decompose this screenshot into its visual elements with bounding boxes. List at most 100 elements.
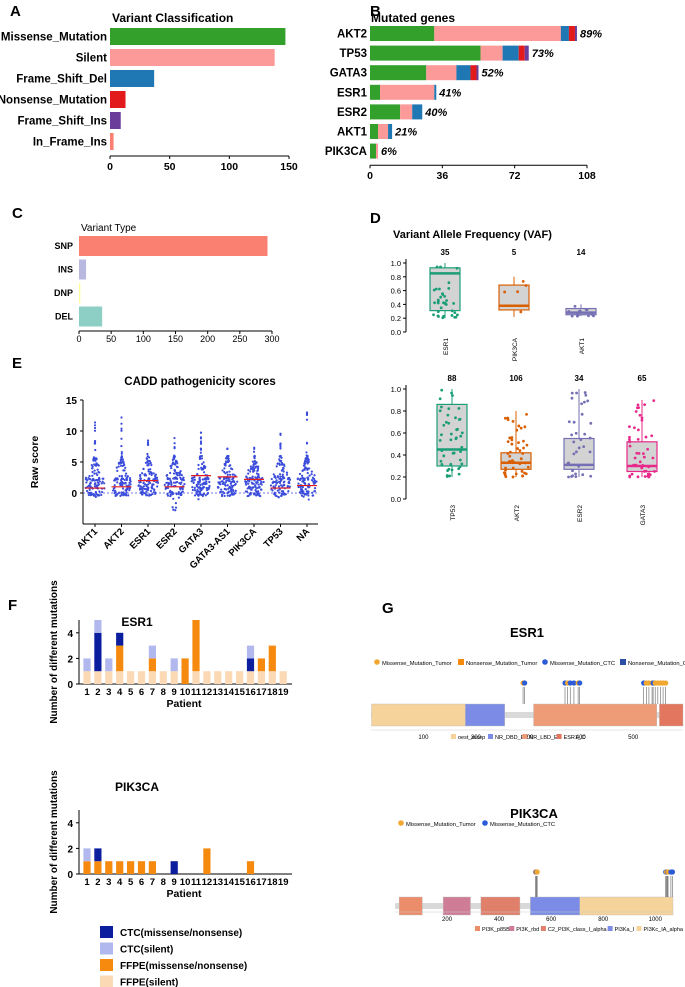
protein-domain bbox=[371, 703, 466, 727]
score-point bbox=[93, 421, 97, 424]
x-tick-label: 19 bbox=[278, 877, 289, 888]
score-point bbox=[275, 465, 278, 468]
score-point bbox=[278, 473, 282, 476]
score-point bbox=[120, 452, 123, 455]
score-point bbox=[279, 447, 282, 450]
group-label: AKT2 bbox=[514, 505, 521, 522]
score-point bbox=[176, 477, 179, 481]
score-point bbox=[180, 481, 183, 484]
x-tick-label: NA bbox=[295, 526, 313, 544]
data-point bbox=[446, 413, 450, 417]
bar bbox=[110, 91, 126, 108]
score-point bbox=[168, 491, 171, 494]
data-point bbox=[634, 410, 638, 413]
x-tick-label: TP53 bbox=[262, 526, 286, 550]
legend-marker bbox=[542, 659, 548, 665]
x-tick-label: 11 bbox=[191, 877, 202, 888]
data-point bbox=[642, 470, 646, 473]
score-point bbox=[285, 471, 289, 474]
domain-legend-label: ESR1_C bbox=[564, 735, 585, 741]
score-point bbox=[193, 489, 197, 492]
data-point bbox=[577, 464, 581, 468]
score-point bbox=[149, 493, 152, 497]
score-point bbox=[286, 478, 290, 481]
stacked-bar-segment bbox=[370, 124, 379, 139]
score-point bbox=[91, 470, 94, 474]
data-point bbox=[436, 310, 440, 314]
score-point bbox=[115, 493, 118, 496]
data-point bbox=[432, 288, 436, 292]
protein-domain bbox=[442, 896, 471, 916]
score-point bbox=[127, 494, 130, 497]
score-point bbox=[153, 488, 156, 491]
data-point bbox=[506, 418, 510, 422]
x-tick-label: 200 bbox=[200, 334, 215, 344]
data-point bbox=[503, 473, 507, 477]
score-point bbox=[121, 477, 125, 481]
score-point bbox=[128, 478, 132, 481]
score-point bbox=[306, 471, 309, 475]
percent-label: 41% bbox=[438, 87, 461, 99]
score-point bbox=[197, 467, 200, 470]
stacked-bar-segment bbox=[456, 65, 471, 81]
score-point bbox=[226, 477, 229, 480]
score-point bbox=[273, 492, 277, 496]
x-axis-label: Patient bbox=[166, 698, 202, 710]
lollipop-head bbox=[663, 680, 669, 686]
score-point bbox=[246, 494, 249, 498]
data-point bbox=[574, 472, 577, 476]
score-point bbox=[305, 412, 309, 415]
data-point bbox=[572, 440, 576, 444]
score-point bbox=[122, 461, 125, 465]
data-point bbox=[636, 428, 640, 432]
score-point bbox=[180, 486, 184, 490]
data-point bbox=[567, 420, 571, 424]
domain-legend-label: PI3K_rbd bbox=[516, 927, 539, 933]
score-point bbox=[146, 441, 150, 444]
panel-label-f: F bbox=[8, 597, 17, 614]
gene-label: TP53 bbox=[340, 48, 368, 60]
score-point bbox=[249, 467, 253, 471]
y-tick-label: 0.2 bbox=[391, 314, 401, 323]
score-point bbox=[172, 497, 175, 500]
data-point bbox=[648, 473, 652, 477]
score-point bbox=[203, 482, 207, 486]
score-point bbox=[299, 477, 302, 481]
x-tick-label: 13 bbox=[213, 877, 224, 888]
data-point bbox=[636, 475, 640, 479]
score-point bbox=[303, 467, 306, 470]
score-point bbox=[301, 469, 304, 472]
domain-legend-label: NR_DBD_ER bbox=[495, 735, 528, 741]
x-tick-label: 400 bbox=[576, 735, 587, 741]
stacked-bar-segment bbox=[257, 671, 265, 684]
data-point bbox=[588, 436, 592, 440]
data-point bbox=[508, 454, 512, 458]
stacked-bar-segment bbox=[83, 861, 91, 874]
score-point bbox=[207, 478, 210, 481]
score-point bbox=[144, 492, 147, 495]
score-point bbox=[252, 482, 255, 485]
stacked-bar-segment bbox=[426, 65, 457, 81]
score-point bbox=[305, 441, 309, 444]
score-point bbox=[85, 489, 89, 493]
y-tick-label: 0.4 bbox=[391, 451, 401, 460]
data-point bbox=[441, 292, 444, 296]
x-tick-label: 12 bbox=[202, 687, 213, 698]
score-point bbox=[120, 427, 123, 430]
x-tick-label: 6 bbox=[139, 687, 144, 698]
score-point bbox=[270, 477, 273, 481]
score-point bbox=[113, 479, 116, 482]
score-point bbox=[279, 442, 282, 445]
stacked-bar-segment bbox=[116, 861, 124, 874]
x-tick-label: 250 bbox=[232, 334, 247, 344]
score-point bbox=[125, 472, 128, 475]
data-point bbox=[524, 284, 528, 287]
x-tick-label: 3 bbox=[106, 687, 111, 698]
data-point bbox=[434, 287, 438, 291]
score-point bbox=[146, 455, 149, 458]
score-point bbox=[118, 491, 121, 494]
score-point bbox=[302, 464, 306, 467]
x-tick-label: 15 bbox=[234, 877, 245, 888]
data-point bbox=[445, 299, 448, 302]
